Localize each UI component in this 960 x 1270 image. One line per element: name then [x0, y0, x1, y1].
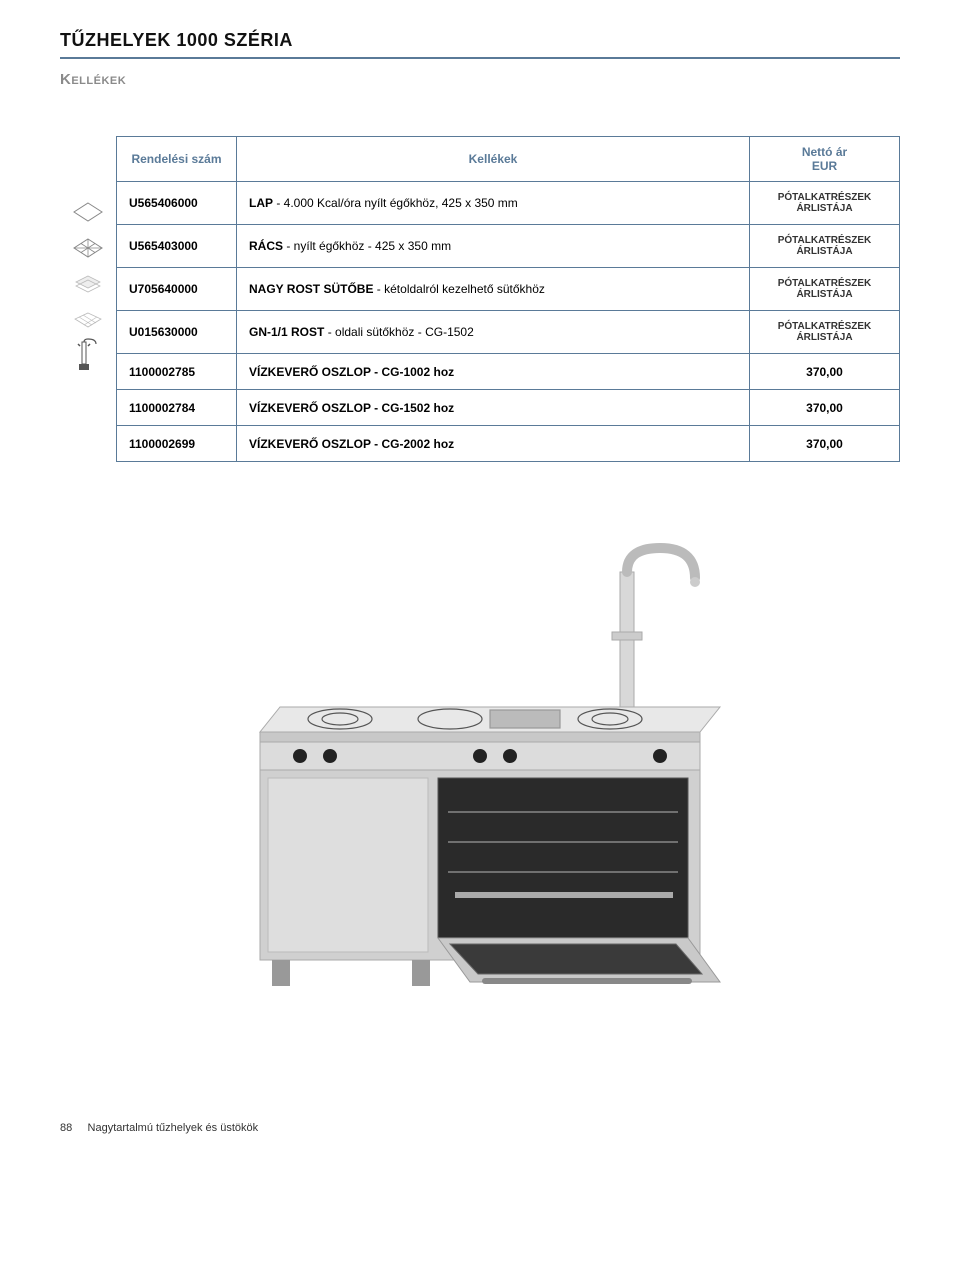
table-row: 1100002785 VÍZKEVERŐ OSZLOP - CG-1002 ho… [117, 354, 900, 390]
page-title: TŰZHELYEK 1000 SZÉRIA [60, 30, 900, 51]
page-footer: 88 Nagytartalmú tűzhelyek és üstökök [60, 1122, 900, 1134]
cell-code: 1100002785 [117, 354, 237, 390]
cell-desc: LAP - 4.000 Kcal/óra nyílt égőkhöz, 425 … [237, 182, 750, 225]
col-accessories: Kellékek [237, 137, 750, 182]
cell-code: 1100002699 [117, 426, 237, 462]
accessories-table: Rendelési szám Kellékek Nettó ár EUR U56… [116, 136, 900, 462]
empty-icon [60, 410, 116, 446]
cell-desc: VÍZKEVERŐ OSZLOP - CG-1502 hoz [237, 390, 750, 426]
cell-price: PÓTALKATRÉSZEK ÁRLISTÁJA [750, 182, 900, 225]
icon-column [60, 136, 116, 446]
table-row: 1100002699 VÍZKEVERŐ OSZLOP - CG-2002 ho… [117, 426, 900, 462]
cell-desc: RÁCS - nyílt égőkhöz - 425 x 350 mm [237, 225, 750, 268]
table-row: 1100002784 VÍZKEVERŐ OSZLOP - CG-1502 ho… [117, 390, 900, 426]
cell-price: PÓTALKATRÉSZEK ÁRLISTÁJA [750, 225, 900, 268]
empty-icon [60, 374, 116, 410]
cell-desc: GN-1/1 ROST - oldali sütőkhöz - CG-1502 [237, 311, 750, 354]
col-price: Nettó ár EUR [750, 137, 900, 182]
cell-desc: VÍZKEVERŐ OSZLOP - CG-1002 hoz [237, 354, 750, 390]
tray-layers-icon [60, 266, 116, 302]
table-row: U565406000 LAP - 4.000 Kcal/óra nyílt ég… [117, 182, 900, 225]
cell-desc: VÍZKEVERŐ OSZLOP - CG-2002 hoz [237, 426, 750, 462]
title-bar: TŰZHELYEK 1000 SZÉRIA [60, 30, 900, 59]
faucet-icon [60, 338, 116, 374]
table-row: U705640000 NAGY ROST SÜTŐBE - kétoldalró… [117, 268, 900, 311]
diamond-outline-icon [60, 194, 116, 230]
table-row: U565403000 RÁCS - nyílt égőkhöz - 425 x … [117, 225, 900, 268]
cell-code: U565403000 [117, 225, 237, 268]
cell-price: PÓTALKATRÉSZEK ÁRLISTÁJA [750, 311, 900, 354]
cell-code: U705640000 [117, 268, 237, 311]
cell-price: 370,00 [750, 354, 900, 390]
stove-photo-placeholder [220, 542, 740, 1002]
rack-icon [60, 302, 116, 338]
cell-code: U015630000 [117, 311, 237, 354]
table-header-row: Rendelési szám Kellékek Nettó ár EUR [117, 137, 900, 182]
cell-code: U565406000 [117, 182, 237, 225]
footer-section: Nagytartalmú tűzhelyek és üstökök [88, 1122, 259, 1134]
subtitle: Kellékek [60, 71, 900, 88]
accessories-table-wrap: Rendelési szám Kellékek Nettó ár EUR U56… [60, 136, 900, 462]
col-order-number: Rendelési szám [117, 137, 237, 182]
cell-price: PÓTALKATRÉSZEK ÁRLISTÁJA [750, 268, 900, 311]
page-number: 88 [60, 1122, 72, 1134]
cell-desc: NAGY ROST SÜTŐBE - kétoldalról kezelhető… [237, 268, 750, 311]
cell-price: 370,00 [750, 426, 900, 462]
cell-code: 1100002784 [117, 390, 237, 426]
cell-price: 370,00 [750, 390, 900, 426]
table-row: U015630000 GN-1/1 ROST - oldali sütőkhöz… [117, 311, 900, 354]
product-image-wrap [60, 542, 900, 1002]
grid-diamond-icon [60, 230, 116, 266]
